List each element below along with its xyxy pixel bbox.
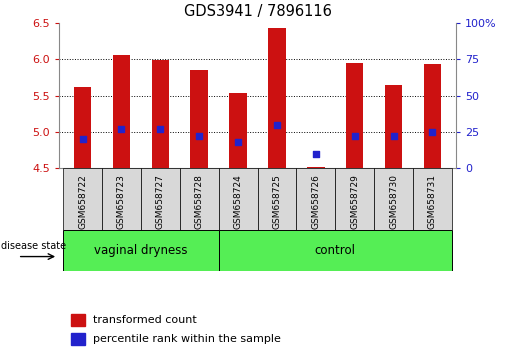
Bar (219, 230, 452, 271)
Bar (307, 167, 324, 168)
Bar (63, 168, 102, 230)
Title: GDS3941 / 7896116: GDS3941 / 7896116 (183, 4, 332, 19)
Bar (113, 55, 130, 168)
Text: percentile rank within the sample: percentile rank within the sample (93, 335, 281, 344)
Point (428, 129, 437, 135)
Point (273, 122, 281, 127)
Text: GSM658723: GSM658723 (117, 175, 126, 229)
Bar (374, 168, 413, 230)
Bar (268, 28, 286, 168)
Point (195, 133, 203, 139)
Bar (229, 93, 247, 168)
Bar (385, 85, 402, 168)
Point (389, 133, 398, 139)
Text: GSM658731: GSM658731 (428, 175, 437, 229)
Text: disease state: disease state (1, 241, 66, 251)
Bar (71, 314, 85, 326)
Point (312, 151, 320, 156)
Point (117, 126, 126, 132)
Text: GSM658728: GSM658728 (195, 175, 204, 229)
Text: GSM658729: GSM658729 (350, 175, 359, 229)
Bar (258, 168, 296, 230)
Bar (180, 168, 219, 230)
Point (156, 126, 164, 132)
Bar (191, 70, 208, 168)
Bar (71, 333, 85, 346)
Text: GSM658726: GSM658726 (311, 175, 320, 229)
Bar (63, 230, 219, 271)
Bar (219, 168, 258, 230)
Text: GSM658724: GSM658724 (234, 175, 243, 229)
Text: GSM658727: GSM658727 (156, 175, 165, 229)
Text: GSM658722: GSM658722 (78, 175, 87, 229)
Point (234, 139, 242, 145)
Bar (151, 60, 169, 168)
Text: control: control (315, 244, 356, 257)
Text: transformed count: transformed count (93, 315, 197, 325)
Bar (141, 168, 180, 230)
Text: GSM658725: GSM658725 (272, 175, 281, 229)
Bar (346, 63, 364, 168)
Bar (102, 168, 141, 230)
Text: vaginal dryness: vaginal dryness (94, 244, 187, 257)
Point (351, 133, 359, 139)
Bar (74, 87, 91, 168)
Text: GSM658730: GSM658730 (389, 175, 398, 229)
Point (78, 136, 87, 142)
Bar (424, 64, 441, 168)
Bar (413, 168, 452, 230)
Bar (335, 168, 374, 230)
Bar (296, 168, 335, 230)
